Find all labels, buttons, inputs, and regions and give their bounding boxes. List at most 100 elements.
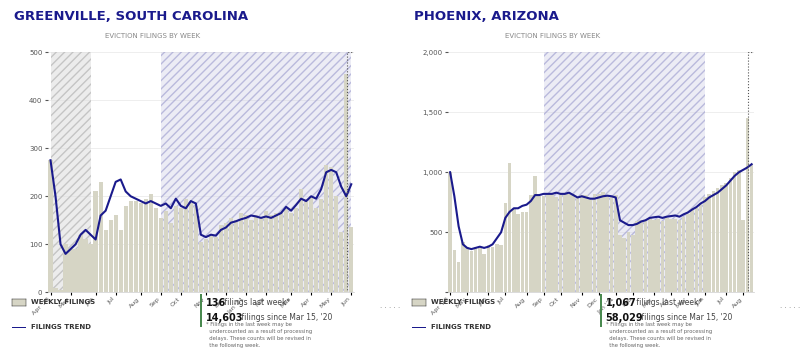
Bar (593, 194, 596, 292)
Bar (98, 182, 102, 292)
Bar (329, 167, 334, 292)
Bar (69, 249, 73, 292)
Bar (712, 191, 715, 292)
Text: filings last week*: filings last week* (634, 298, 702, 307)
Bar (606, 195, 609, 292)
Bar (665, 218, 669, 292)
Bar (550, 194, 554, 292)
Bar (334, 196, 338, 292)
Bar (161, 52, 351, 292)
Bar (508, 163, 511, 292)
Bar (589, 198, 592, 292)
Text: EVICTION FILINGS BY WEEK: EVICTION FILINGS BY WEEK (106, 33, 201, 39)
Bar (580, 195, 583, 292)
Bar (299, 189, 303, 292)
Bar (279, 213, 283, 292)
Bar (164, 211, 168, 292)
Bar (114, 215, 118, 292)
Bar (694, 208, 698, 292)
Bar (224, 223, 228, 292)
Bar (349, 227, 354, 292)
Bar (729, 178, 732, 292)
Bar (453, 250, 456, 292)
Text: EVICTION FILINGS BY WEEK: EVICTION FILINGS BY WEEK (506, 33, 601, 39)
Bar (567, 194, 571, 292)
Bar (254, 215, 258, 292)
Bar (474, 247, 478, 292)
Bar (344, 74, 348, 292)
Bar (103, 230, 108, 292)
Bar (48, 160, 53, 292)
Bar (339, 232, 343, 292)
Bar (470, 252, 473, 292)
Bar (78, 235, 82, 292)
Bar (284, 208, 288, 292)
Bar (503, 204, 507, 292)
Bar (314, 208, 318, 292)
Bar (89, 244, 93, 292)
Bar (742, 220, 745, 292)
Bar (63, 244, 68, 292)
Bar (154, 208, 158, 292)
Bar (678, 220, 682, 292)
Bar (324, 165, 328, 292)
Bar (635, 221, 638, 292)
Bar (83, 239, 88, 292)
Bar (495, 244, 498, 292)
Bar (466, 247, 469, 292)
Bar (543, 52, 705, 292)
Bar (448, 172, 452, 292)
Bar (174, 206, 178, 292)
Bar (209, 235, 213, 292)
Bar (657, 219, 660, 292)
Bar (189, 204, 193, 292)
Bar (218, 225, 223, 292)
Bar (674, 219, 677, 292)
Text: . . . . .: . . . . . (380, 303, 401, 309)
Text: GREENVILLE, SOUTH CAROLINA: GREENVILLE, SOUTH CAROLINA (14, 10, 248, 23)
Bar (644, 221, 647, 292)
Text: * Filings in the last week may be
  undercounted as a result of processing
  del: * Filings in the last week may be underc… (206, 322, 312, 348)
Bar (144, 199, 148, 292)
Bar (639, 220, 643, 292)
Bar (724, 183, 728, 292)
Bar (58, 290, 62, 292)
Bar (546, 194, 550, 292)
Bar (194, 206, 198, 292)
Text: filings since Mar 15, '20: filings since Mar 15, '20 (639, 313, 733, 322)
Bar (512, 209, 516, 292)
Bar (123, 206, 128, 292)
Bar (716, 188, 719, 292)
Text: filings since Mar 15, '20: filings since Mar 15, '20 (239, 313, 333, 322)
Bar (669, 219, 673, 292)
Bar (319, 199, 323, 292)
Bar (289, 213, 294, 292)
Bar (597, 194, 601, 292)
Bar (750, 164, 754, 292)
Bar (703, 197, 706, 292)
Bar (478, 248, 482, 292)
Bar (601, 192, 605, 292)
Bar (109, 220, 113, 292)
Bar (178, 208, 183, 292)
Bar (94, 191, 98, 292)
Bar (457, 262, 461, 292)
Bar (538, 196, 541, 292)
Bar (304, 199, 308, 292)
Bar (699, 204, 702, 292)
Text: FILINGS TREND: FILINGS TREND (431, 324, 491, 331)
Text: WEEKLY FILINGS: WEEKLY FILINGS (431, 299, 495, 306)
Bar (294, 208, 298, 292)
Text: FILINGS TREND: FILINGS TREND (31, 324, 91, 331)
Bar (554, 197, 558, 292)
Bar (249, 220, 253, 292)
Bar (234, 220, 238, 292)
Text: WEEKLY FILINGS: WEEKLY FILINGS (31, 299, 95, 306)
Bar (204, 239, 208, 292)
Bar (129, 201, 133, 292)
Bar (161, 52, 351, 292)
Bar (563, 194, 566, 292)
Bar (542, 196, 546, 292)
Bar (50, 52, 90, 292)
Bar (184, 199, 188, 292)
